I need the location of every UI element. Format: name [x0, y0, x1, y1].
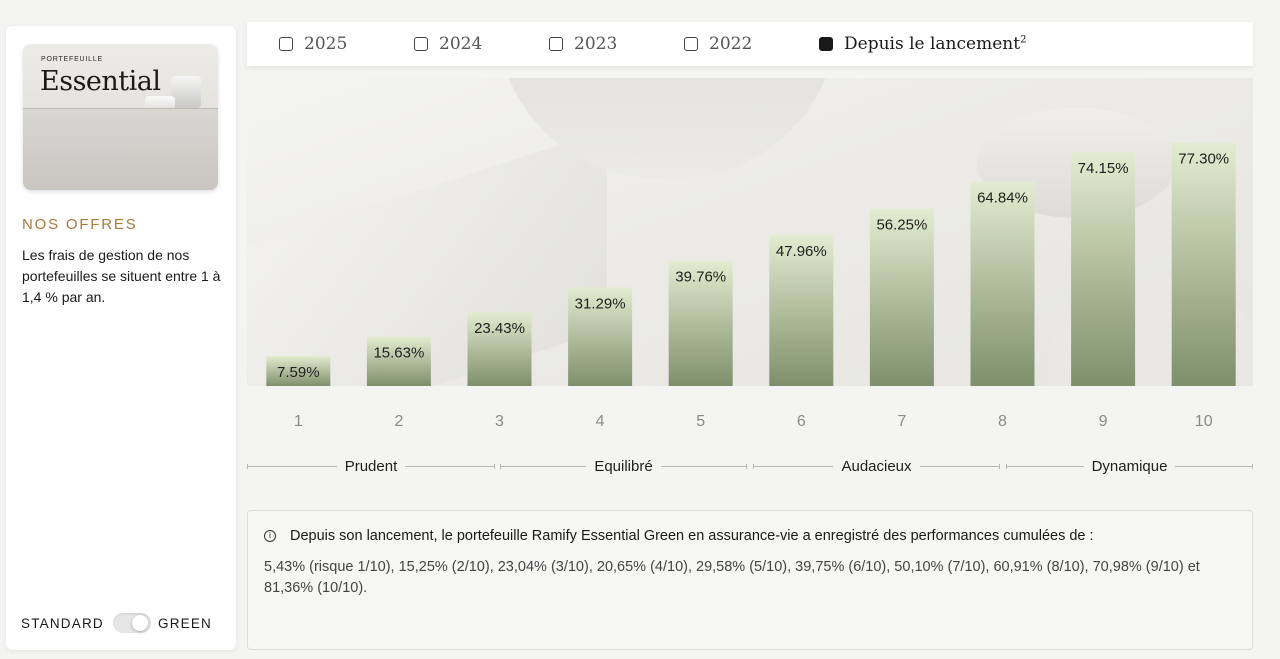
bar-value-label: 39.76% [675, 269, 726, 286]
info-body: 5,43% (risque 1/10), 15,25% (2/10), 23,0… [264, 559, 1200, 596]
x-tick-label: 1 [294, 413, 303, 430]
bar-risk-2 [366, 336, 431, 386]
period-label: 2025 [304, 34, 348, 54]
segment-equilibre: Equilibré [500, 455, 747, 479]
period-option-2024[interactable]: 2024 [414, 34, 482, 54]
bar-value-label: 74.15% [1078, 160, 1129, 177]
bar-value-label: 31.29% [575, 295, 626, 312]
segment-label: Audacieux [833, 458, 920, 475]
performance-bar-chart: 7.59% 1 15.63% 2 23.43% 3 31.29% 4 39.76% 5 47.96%… [266, 142, 1236, 430]
toggle-knob[interactable] [132, 615, 148, 631]
x-tick-label: 7 [897, 413, 906, 430]
product-kicker: PORTEFEUILLE [41, 56, 103, 63]
bar-value-label: 15.63% [373, 345, 424, 362]
offers-description: Les frais de gestion de nos portefeuille… [22, 247, 221, 305]
offer-card: PORTEFEUILLE Essential NOS OFFRES Les fr… [6, 26, 236, 650]
x-tick-label: 10 [1195, 413, 1213, 430]
standard-green-toggle-row: STANDARD GREEN [21, 613, 226, 633]
info-heading: Depuis son lancement, le portefeuille Ra… [290, 528, 1094, 544]
toggle-label-standard[interactable]: STANDARD [21, 616, 104, 631]
segment-label: Prudent [336, 458, 406, 475]
checkbox-icon[interactable] [279, 37, 293, 51]
bar-risk-8 [970, 181, 1035, 386]
product-image: PORTEFEUILLE Essential [23, 44, 218, 190]
x-tick-label: 8 [998, 413, 1007, 430]
bar-value-label: 7.59% [277, 364, 320, 381]
bar-risk-10 [1171, 142, 1236, 386]
standard-green-toggle[interactable] [113, 613, 151, 633]
bar-value-label: 23.43% [474, 320, 525, 337]
x-tick-label: 6 [797, 413, 806, 430]
info-heading-row: i Depuis son lancement, le portefeuille … [264, 528, 1094, 544]
toggle-label-green[interactable]: GREEN [158, 616, 213, 631]
checkbox-icon[interactable] [414, 37, 428, 51]
bar-risk-7 [869, 208, 934, 386]
period-filter-bar: 2025 2024 2023 2022 Depuis le lancement2 [247, 22, 1253, 66]
x-tick-label: 3 [495, 413, 504, 430]
bar-value-label: 47.96% [776, 243, 827, 260]
product-name: Essential [40, 66, 161, 97]
period-label: Depuis le lancement2 [844, 34, 1027, 54]
bar-risk-5 [668, 260, 733, 386]
bar-value-label: 64.84% [977, 190, 1028, 207]
period-option-2022[interactable]: 2022 [684, 34, 752, 54]
bar-risk-6 [769, 234, 834, 386]
segment-label: Equilibré [586, 458, 661, 475]
segment-prudent: Prudent [247, 455, 495, 479]
bar-value-label: 56.25% [876, 217, 927, 234]
performance-info-panel: i Depuis son lancement, le portefeuille … [247, 510, 1253, 650]
checkbox-checked-icon[interactable] [819, 37, 833, 51]
x-tick-label: 4 [596, 413, 605, 430]
period-option-2023[interactable]: 2023 [549, 34, 617, 54]
period-label: 2024 [439, 34, 483, 54]
x-tick-label: 9 [1099, 413, 1108, 430]
segment-dynamique: Dynamique [1006, 455, 1253, 479]
bar-risk-4 [568, 287, 633, 386]
folder-pocket [23, 108, 218, 190]
bar-risk-1 [266, 356, 331, 386]
bar-value-label: 77.30% [1178, 150, 1229, 167]
period-option-since-launch[interactable]: Depuis le lancement2 [819, 34, 1026, 54]
risk-profile-segments: Prudent Equilibré Audacieux Dynamique [247, 455, 1253, 479]
segment-label: Dynamique [1083, 458, 1176, 475]
jar-decoration [171, 76, 201, 108]
bar-risk-3 [467, 312, 532, 386]
period-label: 2023 [574, 34, 618, 54]
x-tick-label: 2 [394, 413, 403, 430]
checkbox-icon[interactable] [549, 37, 563, 51]
period-option-2025[interactable]: 2025 [279, 34, 347, 54]
info-icon: i [264, 530, 276, 542]
x-tick-label: 5 [696, 413, 705, 430]
offers-title: NOS OFFRES [22, 216, 138, 233]
segment-audacieux: Audacieux [753, 455, 1000, 479]
checkbox-icon[interactable] [684, 37, 698, 51]
period-label: 2022 [709, 34, 753, 54]
bar-risk-9 [1071, 152, 1136, 386]
